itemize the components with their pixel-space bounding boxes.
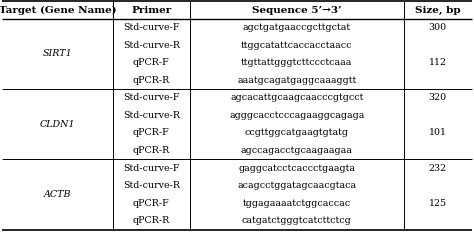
Text: agctgatgaaccgcttgctat: agctgatgaaccgcttgctat	[243, 23, 351, 32]
Text: Primer: Primer	[131, 6, 172, 14]
Text: ccgttggcatgaagtgtatg: ccgttggcatgaagtgtatg	[245, 129, 349, 137]
Text: Std-curve-F: Std-curve-F	[123, 164, 180, 173]
Text: Std-curve-F: Std-curve-F	[123, 93, 180, 102]
Text: 101: 101	[428, 129, 447, 137]
Text: gaggcatcctcaccctgaagta: gaggcatcctcaccctgaagta	[238, 164, 356, 173]
Text: agcacattgcaagcaacccgtgcct: agcacattgcaagcaacccgtgcct	[230, 93, 364, 102]
Text: qPCR-R: qPCR-R	[133, 76, 170, 85]
Text: 232: 232	[428, 164, 447, 173]
Text: SIRT1: SIRT1	[43, 50, 73, 58]
Text: 300: 300	[428, 23, 447, 32]
Text: tggagaaaatctggcaccac: tggagaaaatctggcaccac	[243, 199, 351, 208]
Text: Size, bp: Size, bp	[415, 6, 460, 14]
Text: aaatgcagatgaggcaaaggtt: aaatgcagatgaggcaaaggtt	[237, 76, 356, 85]
Text: CLDN1: CLDN1	[40, 120, 75, 129]
Text: qPCR-F: qPCR-F	[133, 199, 170, 208]
Text: qPCR-R: qPCR-R	[133, 146, 170, 155]
Text: 320: 320	[428, 93, 447, 102]
Text: qPCR-R: qPCR-R	[133, 216, 170, 225]
Text: agccagacctgcaagaagaa: agccagacctgcaagaagaa	[241, 146, 353, 155]
Text: ACTB: ACTB	[44, 190, 71, 199]
Text: Std-curve-R: Std-curve-R	[123, 41, 180, 50]
Text: qPCR-F: qPCR-F	[133, 58, 170, 67]
Text: Std-curve-F: Std-curve-F	[123, 23, 180, 32]
Text: 125: 125	[428, 199, 447, 208]
Text: Std-curve-R: Std-curve-R	[123, 181, 180, 190]
Text: ttgttattgggtcttccctcaaa: ttgttattgggtcttccctcaaa	[241, 58, 353, 67]
Text: Sequence 5’→3’: Sequence 5’→3’	[252, 6, 342, 14]
Text: acagcctggatagcaacgtaca: acagcctggatagcaacgtaca	[237, 181, 356, 190]
Text: qPCR-F: qPCR-F	[133, 129, 170, 137]
Text: 112: 112	[428, 58, 447, 67]
Text: ttggcatattcaccacctaacc: ttggcatattcaccacctaacc	[241, 41, 353, 50]
Text: catgatctgggtcatcttctcg: catgatctgggtcatcttctcg	[242, 216, 352, 225]
Text: Target (Gene Name): Target (Gene Name)	[0, 5, 116, 15]
Text: agggcacctcccagaaggcagaga: agggcacctcccagaaggcagaga	[229, 111, 365, 120]
Text: Std-curve-R: Std-curve-R	[123, 111, 180, 120]
